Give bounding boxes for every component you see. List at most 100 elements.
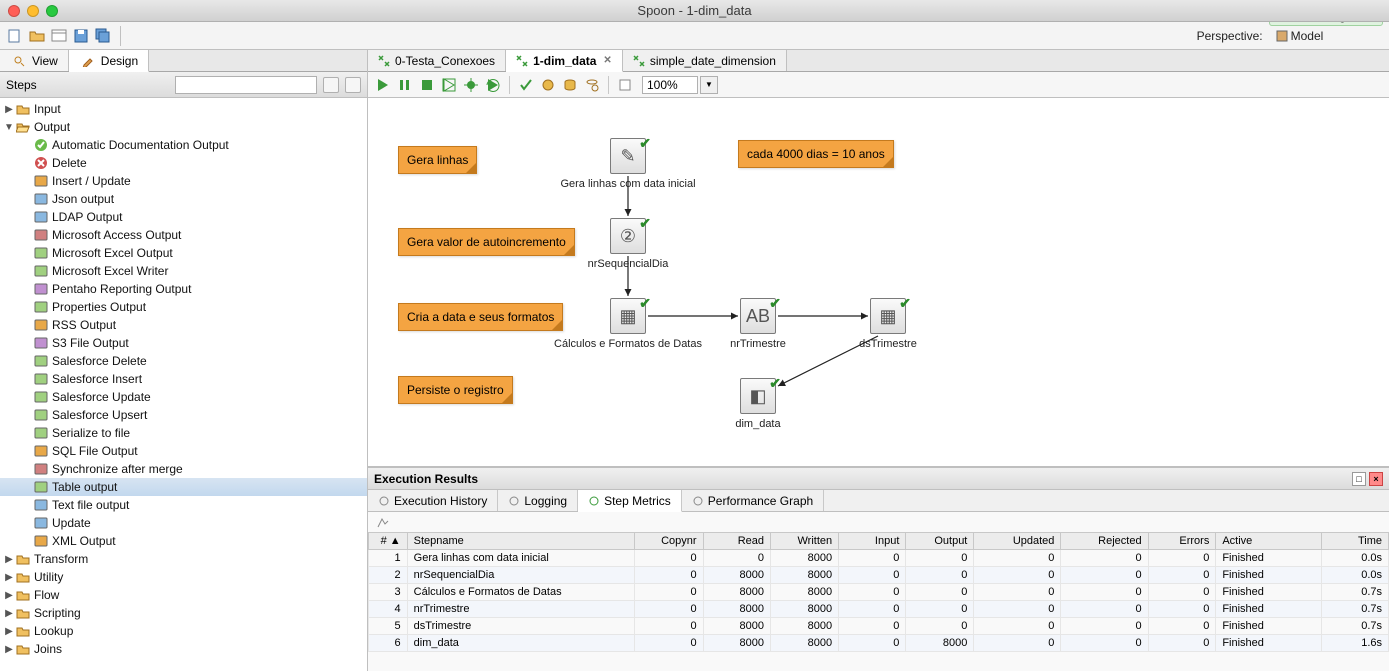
column-header[interactable]: Time <box>1321 533 1388 550</box>
preview-icon[interactable] <box>440 76 458 94</box>
column-header[interactable]: Errors <box>1148 533 1216 550</box>
metrics-row[interactable]: 5dsTrimestre08000800000000Finished0.7s <box>369 618 1389 635</box>
sql-icon[interactable] <box>561 76 579 94</box>
tree-step[interactable]: Salesforce Upsert <box>0 406 367 424</box>
collapse-all-icon[interactable] <box>345 77 361 93</box>
column-header[interactable]: # ▲ <box>369 533 408 550</box>
tree-node-label: Properties Output <box>52 300 146 314</box>
explore-db-icon[interactable] <box>583 76 601 94</box>
editor-tab[interactable]: simple_date_dimension <box>623 50 787 71</box>
exec-tab-logging[interactable]: Logging <box>498 490 578 511</box>
tree-step[interactable]: Table output <box>0 478 367 496</box>
save-icon[interactable] <box>72 27 90 45</box>
tree-step[interactable]: Salesforce Update <box>0 388 367 406</box>
steps-search-input[interactable] <box>175 76 317 94</box>
tree-step[interactable]: Text file output <box>0 496 367 514</box>
canvas-note[interactable]: Gera valor de autoincremento <box>398 228 575 256</box>
metrics-row[interactable]: 1Gera linhas com data inicial00800000000… <box>369 550 1389 567</box>
tree-step[interactable]: XML Output <box>0 532 367 550</box>
column-header[interactable]: Written <box>771 533 839 550</box>
column-header[interactable]: Rejected <box>1061 533 1148 550</box>
expand-all-icon[interactable] <box>323 77 339 93</box>
tree-node-label: Microsoft Excel Writer <box>52 264 168 278</box>
tree-step[interactable]: SQL File Output <box>0 442 367 460</box>
stop-icon[interactable] <box>418 76 436 94</box>
tree-category[interactable]: ▶Joins <box>0 640 367 658</box>
left-tab-design[interactable]: Design <box>69 50 149 72</box>
impact-icon[interactable] <box>539 76 557 94</box>
tree-category[interactable]: ▼Output <box>0 118 367 136</box>
column-header[interactable]: Active <box>1216 533 1321 550</box>
replay-icon[interactable] <box>484 76 502 94</box>
exec-tab-step-metrics[interactable]: Step Metrics <box>578 490 682 512</box>
debug-icon[interactable] <box>462 76 480 94</box>
tree-category[interactable]: ▶Utility <box>0 568 367 586</box>
save-all-icon[interactable] <box>94 27 112 45</box>
tree-category[interactable]: ▶Transform <box>0 550 367 568</box>
tree-step[interactable]: Insert / Update <box>0 172 367 190</box>
column-header[interactable]: Updated <box>974 533 1061 550</box>
canvas-note[interactable]: cada 4000 dias = 10 anos <box>738 140 894 168</box>
metrics-row[interactable]: 4nrTrimestre08000800000000Finished0.7s <box>369 601 1389 618</box>
canvas-step-s2[interactable]: ②✔nrSequencialDia <box>568 218 688 270</box>
pause-icon[interactable] <box>396 76 414 94</box>
tree-step[interactable]: Microsoft Excel Writer <box>0 262 367 280</box>
exec-tab-performance-graph[interactable]: Performance Graph <box>682 490 824 511</box>
tree-step[interactable]: Json output <box>0 190 367 208</box>
tree-step[interactable]: Automatic Documentation Output <box>0 136 367 154</box>
canvas-step-s6[interactable]: ◧✔dim_data <box>698 378 818 430</box>
tree-step[interactable]: Pentaho Reporting Output <box>0 280 367 298</box>
new-file-icon[interactable] <box>6 27 24 45</box>
editor-tab[interactable]: 1-dim_data✕ <box>506 50 623 72</box>
tree-step[interactable]: Properties Output <box>0 298 367 316</box>
tree-step[interactable]: Microsoft Access Output <box>0 226 367 244</box>
run-icon[interactable] <box>374 76 392 94</box>
metrics-row[interactable]: 6dim_data08000800008000000Finished1.6s <box>369 635 1389 652</box>
column-header[interactable]: Output <box>906 533 974 550</box>
tree-step[interactable]: Synchronize after merge <box>0 460 367 478</box>
tree-step[interactable]: Serialize to file <box>0 424 367 442</box>
zoom-input[interactable] <box>642 76 698 94</box>
tree-step[interactable]: Salesforce Insert <box>0 370 367 388</box>
excel-icon <box>34 264 48 278</box>
column-header[interactable]: Copynr <box>635 533 703 550</box>
column-header[interactable]: Input <box>839 533 906 550</box>
perspective-model[interactable]: Model <box>1269 26 1383 46</box>
sniff-icon[interactable] <box>374 513 392 531</box>
canvas-step-s1[interactable]: ✎✔Gera linhas com data inicial <box>568 138 688 190</box>
tree-step[interactable]: S3 File Output <box>0 334 367 352</box>
tree-step[interactable]: Salesforce Delete <box>0 352 367 370</box>
canvas-note[interactable]: Gera linhas <box>398 146 477 174</box>
tree-step[interactable]: RSS Output <box>0 316 367 334</box>
tree-step[interactable]: Microsoft Excel Output <box>0 244 367 262</box>
close-tab-icon[interactable]: ✕ <box>603 55 611 66</box>
show-results-icon[interactable] <box>616 76 634 94</box>
close-results-icon[interactable]: × <box>1369 472 1383 486</box>
metrics-cell: 0 <box>906 618 974 635</box>
tree-step[interactable]: Delete <box>0 154 367 172</box>
tree-category[interactable]: ▶Lookup <box>0 622 367 640</box>
exec-tab-execution-history[interactable]: Execution History <box>368 490 498 511</box>
verify-icon[interactable] <box>517 76 535 94</box>
explore-icon[interactable] <box>50 27 68 45</box>
tree-category[interactable]: ▶Scripting <box>0 604 367 622</box>
canvas-step-s5[interactable]: ▦✔dsTrimestre <box>828 298 948 350</box>
canvas-step-s4[interactable]: AB✔nrTrimestre <box>698 298 818 350</box>
tree-step[interactable]: LDAP Output <box>0 208 367 226</box>
column-header[interactable]: Read <box>703 533 770 550</box>
left-tab-view[interactable]: View <box>0 50 69 71</box>
maximize-results-icon[interactable]: □ <box>1352 472 1366 486</box>
canvas-note[interactable]: Cria a data e seus formatos <box>398 303 563 331</box>
transformation-canvas[interactable]: Gera linhas Gera valor de autoincremento C… <box>368 98 1389 466</box>
canvas-note[interactable]: Persiste o registro <box>398 376 513 404</box>
tree-step[interactable]: Update <box>0 514 367 532</box>
canvas-step-s3[interactable]: ▦✔Cálculos e Formatos de Datas <box>568 298 688 350</box>
tree-category[interactable]: ▶Input <box>0 100 367 118</box>
column-header[interactable]: Stepname <box>407 533 635 550</box>
metrics-row[interactable]: 2nrSequencialDia08000800000000Finished0.… <box>369 567 1389 584</box>
metrics-row[interactable]: 3Cálculos e Formatos de Datas08000800000… <box>369 584 1389 601</box>
zoom-dropdown-icon[interactable]: ▼ <box>700 76 718 94</box>
editor-tab[interactable]: 0-Testa_Conexoes <box>368 50 506 71</box>
tree-category[interactable]: ▶Flow <box>0 586 367 604</box>
open-folder-icon[interactable] <box>28 27 46 45</box>
